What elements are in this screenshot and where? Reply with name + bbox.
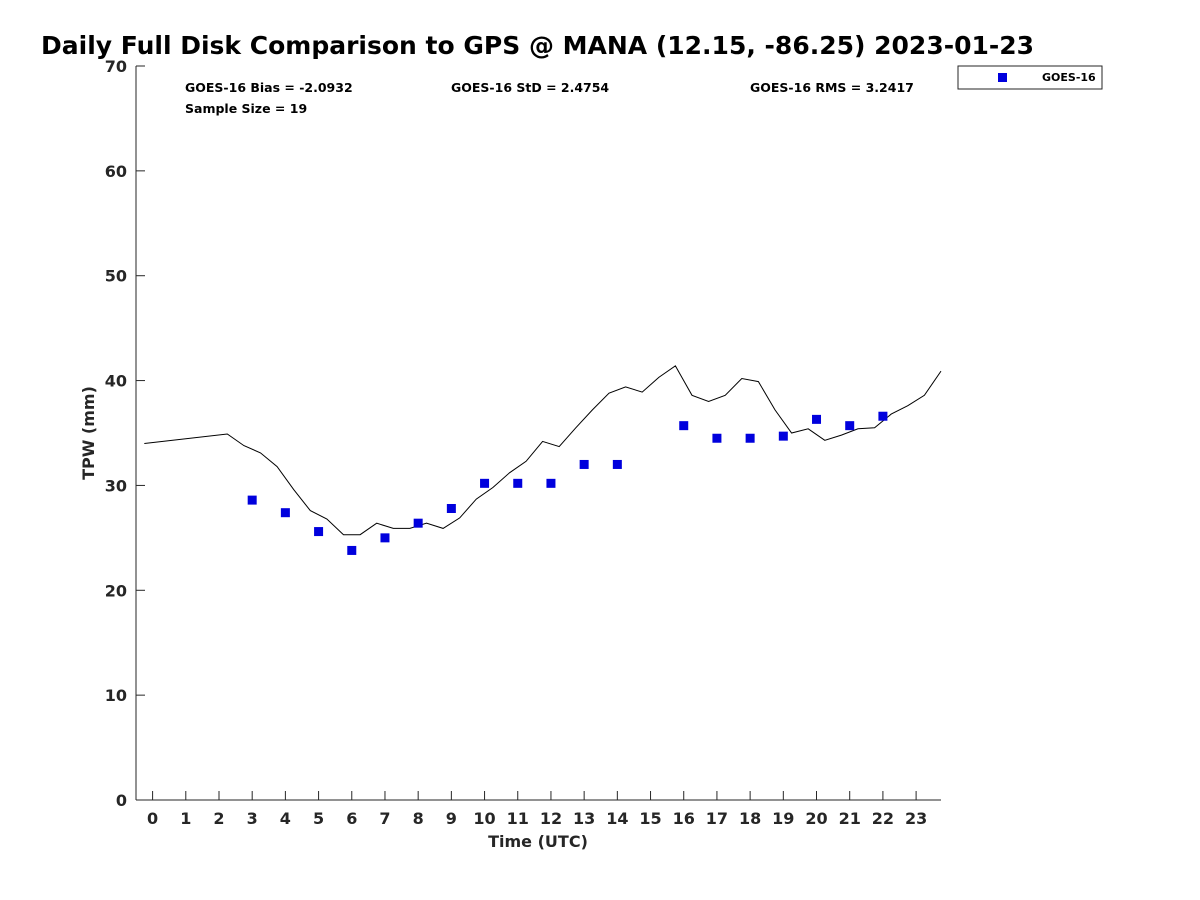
goes16-point [280, 508, 290, 518]
x-tick-label: 1 [180, 809, 191, 828]
y-axis-ticks: 0 10 20 30 40 50 60 70 [105, 57, 145, 810]
x-tick-label: 3 [247, 809, 258, 828]
rms-annotation: GOES-16 RMS = 3.2417 [750, 80, 914, 95]
plot-area: 0 1 2 3 4 5 6 7 8 9 10 11 12 13 14 15 16 17 18 19 20 21 22 23 0… [105, 57, 942, 828]
x-tick-label: 16 [673, 809, 695, 828]
goes16-point [745, 433, 755, 443]
y-axis-label: TPW (mm) [79, 386, 98, 480]
x-tick-label: 11 [507, 809, 529, 828]
y-tick-label: 60 [105, 162, 127, 181]
x-tick-label: 4 [280, 809, 291, 828]
goes16-point [546, 478, 556, 488]
goes16-point [480, 478, 490, 488]
y-tick-label: 0 [116, 791, 127, 810]
x-tick-label: 8 [413, 809, 424, 828]
x-tick-label: 23 [905, 809, 927, 828]
goes16-point [347, 545, 357, 555]
x-tick-label: 0 [147, 809, 158, 828]
x-tick-label: 10 [473, 809, 495, 828]
legend: GOES-16 [957, 65, 1103, 90]
x-axis-label: Time (UTC) [488, 832, 588, 851]
legend-box [957, 65, 1103, 90]
y-tick-label: 70 [105, 57, 127, 76]
x-tick-label: 7 [379, 809, 390, 828]
x-tick-label: 19 [772, 809, 794, 828]
goes16-point [679, 421, 689, 431]
gps-line [144, 365, 942, 536]
y-tick-label: 10 [105, 686, 127, 705]
y-tick-label: 20 [105, 581, 127, 600]
x-tick-label: 15 [639, 809, 661, 828]
legend-marker-goes16 [998, 73, 1007, 82]
goes16-point [446, 503, 456, 513]
x-tick-label: 6 [346, 809, 357, 828]
series-layer [144, 365, 942, 555]
goes16-point [513, 478, 523, 488]
x-tick-label: 2 [213, 809, 224, 828]
x-tick-label: 13 [573, 809, 595, 828]
goes16-point [612, 459, 622, 469]
goes16-point [247, 495, 257, 505]
x-tick-label: 22 [872, 809, 894, 828]
sample-size-annotation: Sample Size = 19 [185, 101, 307, 116]
x-tick-label: 5 [313, 809, 324, 828]
goes16-point [380, 533, 390, 543]
goes16-point [778, 431, 788, 441]
y-tick-label: 40 [105, 372, 127, 391]
x-tick-label: 17 [706, 809, 728, 828]
goes16-point [413, 518, 423, 528]
y-tick-label: 50 [105, 267, 127, 286]
y-tick-label: 30 [105, 476, 127, 495]
x-tick-label: 12 [540, 809, 562, 828]
x-tick-label: 21 [839, 809, 861, 828]
x-axis-ticks: 0 1 2 3 4 5 6 7 8 9 10 11 12 13 14 15 16 17 18 19 20 21 22 23 [147, 791, 927, 828]
legend-label-goes16: GOES-16 [1042, 71, 1096, 84]
x-tick-label: 14 [606, 809, 628, 828]
chart-title: Daily Full Disk Comparison to GPS @ MANA… [41, 31, 1034, 60]
goes16-point [314, 527, 324, 537]
x-tick-label: 20 [805, 809, 827, 828]
bias-annotation: GOES-16 Bias = -2.0932 [185, 80, 353, 95]
goes16-point [812, 414, 822, 424]
x-tick-label: 18 [739, 809, 761, 828]
std-annotation: GOES-16 StD = 2.4754 [451, 80, 609, 95]
goes16-point [878, 411, 888, 421]
goes16-point [712, 433, 722, 443]
goes16-point [579, 459, 589, 469]
x-tick-label: 9 [446, 809, 457, 828]
goes16-point [845, 421, 855, 431]
